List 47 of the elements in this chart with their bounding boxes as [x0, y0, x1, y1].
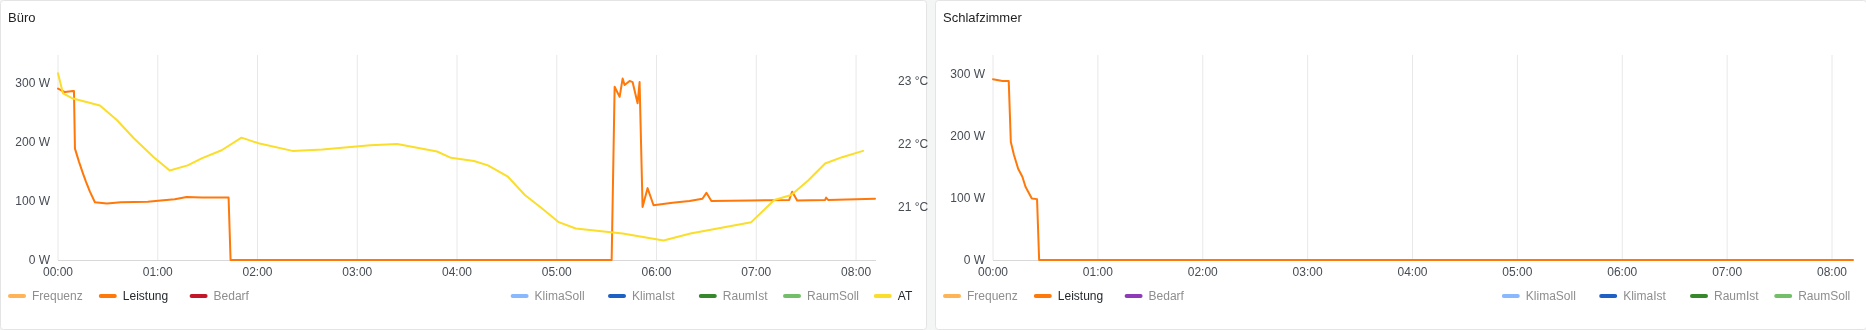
x-tick-label: 02:00: [1187, 265, 1219, 279]
legend-label: Bedarf: [213, 289, 250, 303]
y2-tick-label: 23 °C: [898, 73, 929, 88]
x-tick-label: 01:00: [1082, 265, 1114, 279]
legend-label: AT: [897, 289, 913, 303]
x-tick-label: 05:00: [1502, 265, 1533, 279]
y-tick-label: 300 W: [950, 66, 986, 81]
x-tick-label: 08:00: [841, 265, 872, 279]
y-tick-label: 0 W: [28, 253, 51, 267]
legend-label: KlimaSoll: [1525, 289, 1576, 303]
legend-label: RaumIst: [722, 289, 769, 303]
x-tick-label: 08:00: [1817, 265, 1848, 279]
legend-label: Leistung: [1057, 289, 1104, 303]
legend-label: Frequenz: [967, 289, 1018, 303]
legend-label: KlimaIst: [1623, 289, 1667, 303]
legend-label: Frequenz: [32, 289, 83, 303]
y2-tick-label: 22 °C: [898, 136, 929, 151]
x-tick-label: 06:00: [641, 265, 672, 279]
x-tick-label: 04:00: [442, 265, 473, 279]
x-tick-label: 00:00: [977, 265, 1009, 279]
legend-label: RaumSoll: [807, 289, 860, 303]
y-tick-label: 100 W: [950, 190, 986, 205]
legend-label: RaumIst: [1714, 289, 1760, 303]
legend-label: KlimaSoll: [534, 289, 585, 303]
legend-label: RaumSoll: [1798, 289, 1851, 303]
x-tick-label: 00:00: [42, 265, 74, 279]
x-tick-label: 04:00: [1397, 265, 1428, 279]
chart-title: Büro: [8, 10, 36, 25]
x-tick-label: 02:00: [242, 265, 273, 279]
y2-tick-label: 21 °C: [898, 200, 929, 215]
x-tick-label: 01:00: [142, 265, 174, 279]
y-tick-label: 200 W: [15, 135, 51, 150]
x-tick-label: 05:00: [541, 265, 573, 279]
x-tick-label: 06:00: [1607, 265, 1638, 279]
x-tick-label: 03:00: [342, 265, 373, 279]
line-series: [992, 78, 1854, 261]
x-tick-label: 07:00: [741, 265, 772, 279]
chart-title: Schlafzimmer: [943, 10, 1023, 25]
legend-label: Bedarf: [1148, 289, 1185, 303]
y-tick-label: 0 W: [963, 253, 986, 267]
x-tick-label: 07:00: [1712, 265, 1743, 279]
y-tick-label: 200 W: [950, 128, 986, 143]
y-tick-label: 300 W: [15, 76, 51, 91]
y-tick-label: 100 W: [15, 194, 51, 209]
legend-label: KlimaIst: [632, 289, 676, 303]
x-tick-label: 03:00: [1292, 265, 1323, 279]
legend-label: Leistung: [122, 289, 169, 303]
